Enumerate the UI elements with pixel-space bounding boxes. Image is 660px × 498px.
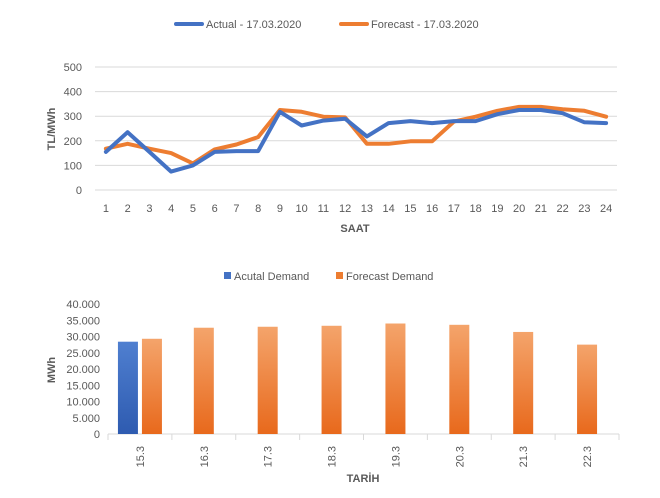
line-chart-x-tick-label: 23 xyxy=(578,203,590,215)
bar-chart-x-ticks: 15.3 16.3 17.3 18.3 19.3 20.3 21.3 22.3 xyxy=(135,446,594,467)
legend-swatch-forecast-demand xyxy=(336,272,343,279)
bar-chart-y-tick-label: 20.000 xyxy=(66,364,100,376)
line-chart-x-tick-label: 9 xyxy=(277,203,283,215)
bar-chart-bars xyxy=(117,323,598,434)
line-chart-x-tick-label: 6 xyxy=(212,203,218,215)
line-chart-x-tick-label: 7 xyxy=(233,203,239,215)
bar-chart-axis xyxy=(107,433,620,440)
line-chart-y-axis-title: TL/MWh xyxy=(46,107,58,150)
line-chart-y-tick-label: 400 xyxy=(64,87,82,99)
line-chart-y-tick-label: 200 xyxy=(64,136,82,148)
line-chart-x-tick-label: 15 xyxy=(404,203,416,215)
actual-line xyxy=(103,108,609,174)
bar-chart-y-tick-label: 30.000 xyxy=(66,332,100,344)
line-chart-x-tick-label: 16 xyxy=(426,203,438,215)
forecast-demand-bar xyxy=(385,323,406,434)
line-chart-x-tick-label: 2 xyxy=(125,203,131,215)
forecast-line xyxy=(103,104,609,166)
forecast-demand-bar xyxy=(257,326,278,434)
line-chart-x-tick-label: 10 xyxy=(296,203,308,215)
line-chart-gridlines xyxy=(95,66,617,191)
line-chart-y-tick-label: 300 xyxy=(64,111,82,123)
line-chart-x-tick-label: 20 xyxy=(513,203,525,215)
line-chart-y-tick-label: 500 xyxy=(64,62,82,74)
bar-chart-y-tick-label: 0 xyxy=(94,429,100,441)
bar-chart-x-axis-title: TARİH xyxy=(347,472,380,485)
bar-chart-y-tick-label: 5.000 xyxy=(72,413,100,425)
forecast-demand-bar xyxy=(141,338,162,434)
line-chart-x-tick-label: 13 xyxy=(361,203,373,215)
line-chart-x-tick-label: 3 xyxy=(146,203,152,215)
bar-chart-x-tick-label: 19.3 xyxy=(390,446,402,467)
line-chart-y-tick-label: 100 xyxy=(64,160,82,172)
line-chart-x-tick-label: 8 xyxy=(255,203,261,215)
line-chart-legend: Actual - 17.03.2020 Forecast - 17.03.202… xyxy=(174,19,479,31)
line-chart-x-tick-label: 22 xyxy=(557,203,569,215)
bar-chart-legend: Acutal Demand Forecast Demand xyxy=(224,271,433,283)
bar-chart-y-tick-label: 10.000 xyxy=(66,397,100,409)
line-chart-x-tick-label: 1 xyxy=(103,203,109,215)
legend-swatch-actual-demand xyxy=(224,272,231,279)
forecast-demand-bar xyxy=(577,344,598,434)
line-chart-x-tick-label: 18 xyxy=(470,203,482,215)
line-chart-x-tick-label: 19 xyxy=(491,203,503,215)
bar-chart-y-tick-label: 35.000 xyxy=(66,315,100,327)
bar-chart-x-tick-label: 21.3 xyxy=(518,446,530,467)
line-chart-y-tick-label: 0 xyxy=(76,185,82,197)
line-chart-x-tick-label: 5 xyxy=(190,203,196,215)
legend-label-actual: Actual - 17.03.2020 xyxy=(206,19,301,31)
forecast-demand-bar xyxy=(193,327,214,434)
line-chart-x-tick-label: 11 xyxy=(318,203,329,215)
line-chart-y-ticks: 0 100 200 300 400 500 xyxy=(64,62,82,197)
line-chart-x-tick-label: 24 xyxy=(600,203,612,215)
legend-label-forecast: Forecast - 17.03.2020 xyxy=(371,19,479,31)
bar-chart-x-tick-label: 18.3 xyxy=(327,446,339,467)
bar-chart-y-tick-label: 15.000 xyxy=(66,380,100,392)
bar-chart-y-tick-label: 25.000 xyxy=(66,348,100,360)
bar-chart-x-tick-label: 15.3 xyxy=(135,446,147,467)
bar-chart-x-tick-label: 17.3 xyxy=(263,446,275,467)
line-chart-x-tick-label: 4 xyxy=(168,203,174,215)
line-chart-x-axis-title: SAAT xyxy=(340,223,369,235)
bar-chart-x-tick-label: 16.3 xyxy=(199,446,211,467)
legend-label-forecast-demand: Forecast Demand xyxy=(346,271,433,283)
forecast-demand-bar xyxy=(321,325,342,434)
legend-label-actual-demand: Acutal Demand xyxy=(234,271,309,283)
bar-chart-x-tick-label: 22.3 xyxy=(582,446,594,467)
line-chart-x-tick-label: 14 xyxy=(383,203,395,215)
line-chart-x-tick-label: 21 xyxy=(535,203,547,215)
bar-chart-y-axis-title: MWh xyxy=(46,357,58,384)
actual-demand-bar xyxy=(117,341,138,434)
forecast-demand-bar xyxy=(513,331,534,434)
forecast-demand-bar xyxy=(449,324,470,434)
bar-chart-x-tick-label: 20.3 xyxy=(454,446,466,467)
bar-chart-y-ticks: 0 5.000 10.000 15.000 20.000 25.000 30.000 35.0… xyxy=(66,299,100,441)
bar-chart-y-tick-label: 40.000 xyxy=(66,299,100,311)
line-chart-x-ticks: 1 2 3 4 5 6 7 8 9 10 11 12 13 14 15 16 17 18 19 20 21 22 23 24 xyxy=(103,203,612,215)
line-chart-x-tick-label: 17 xyxy=(448,203,460,215)
line-chart-x-tick-label: 12 xyxy=(339,203,351,215)
